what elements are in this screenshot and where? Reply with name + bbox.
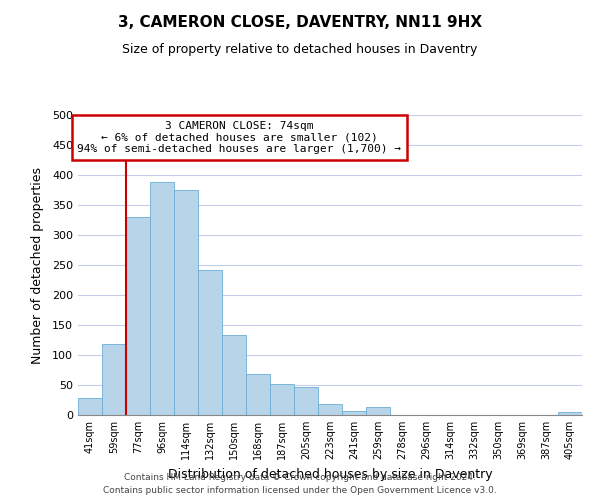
Text: Contains public sector information licensed under the Open Government Licence v3: Contains public sector information licen…	[103, 486, 497, 495]
Bar	[222, 335, 246, 415]
Text: 3 CAMERON CLOSE: 74sqm
← 6% of detached houses are smaller (102)
94% of semi-det: 3 CAMERON CLOSE: 74sqm ← 6% of detached …	[77, 121, 401, 154]
X-axis label: Distribution of detached houses by size in Daventry: Distribution of detached houses by size …	[167, 468, 493, 480]
Text: Contains HM Land Registry data © Crown copyright and database right 2024.: Contains HM Land Registry data © Crown c…	[124, 472, 476, 482]
Text: 3, CAMERON CLOSE, DAVENTRY, NN11 9HX: 3, CAMERON CLOSE, DAVENTRY, NN11 9HX	[118, 15, 482, 30]
Bar	[102, 344, 126, 415]
Bar	[150, 182, 174, 415]
Text: Size of property relative to detached houses in Daventry: Size of property relative to detached ho…	[122, 42, 478, 56]
Bar	[126, 217, 150, 415]
Y-axis label: Number of detached properties: Number of detached properties	[31, 166, 44, 364]
Bar	[342, 412, 366, 415]
Bar	[246, 374, 270, 415]
Bar	[294, 388, 318, 415]
Bar	[78, 398, 102, 415]
Bar	[198, 270, 222, 415]
Bar	[174, 190, 198, 415]
Bar	[558, 412, 582, 415]
Bar	[270, 384, 294, 415]
Bar	[318, 404, 342, 415]
Bar	[366, 407, 390, 415]
